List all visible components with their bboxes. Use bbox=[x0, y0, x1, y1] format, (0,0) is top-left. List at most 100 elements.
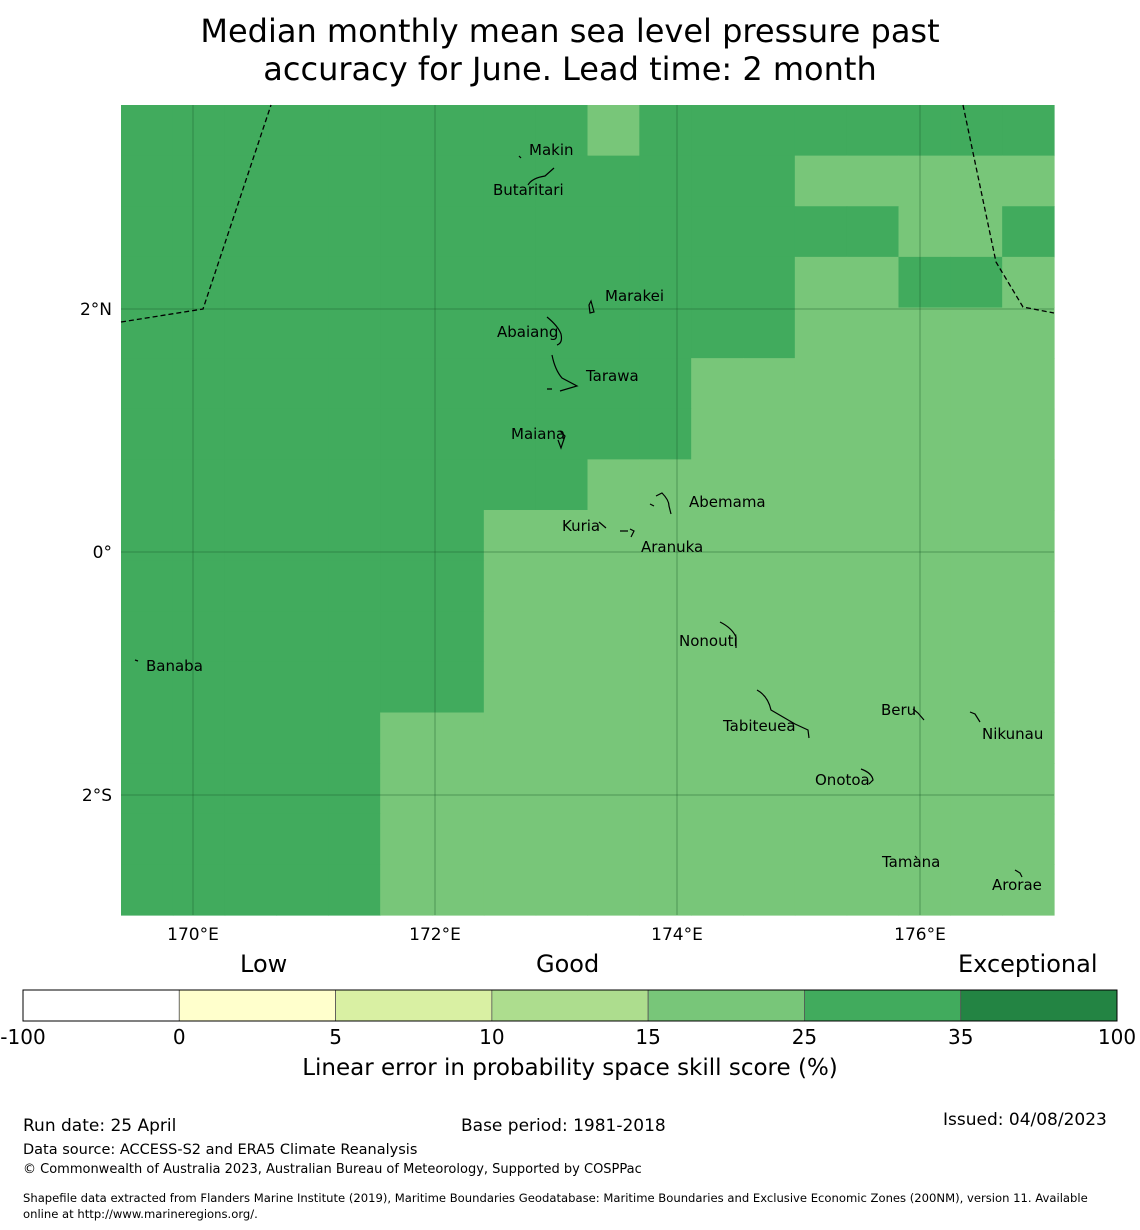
grid-cell bbox=[639, 763, 692, 815]
grid-cell bbox=[328, 712, 381, 764]
grid-cell bbox=[380, 256, 433, 309]
grid-cell bbox=[898, 256, 951, 309]
island-abemama-shape bbox=[649, 492, 672, 515]
grid-cell bbox=[846, 256, 900, 309]
grid-cell bbox=[483, 813, 537, 865]
colorbar-frame bbox=[22, 989, 1118, 1022]
grid-cell bbox=[898, 155, 951, 207]
grid-cell bbox=[432, 256, 485, 309]
grid-cell bbox=[846, 206, 900, 258]
grid-cell bbox=[172, 155, 226, 207]
grid-cell bbox=[328, 560, 381, 612]
grid-cell bbox=[898, 206, 951, 258]
island-kuria-shape bbox=[598, 521, 607, 529]
grid-cell bbox=[846, 813, 900, 865]
grid-cell bbox=[432, 611, 485, 663]
grid-cell bbox=[794, 661, 848, 714]
grid-cell bbox=[1002, 307, 1055, 359]
grid-cell bbox=[483, 560, 537, 612]
grid-cell bbox=[483, 763, 537, 815]
colorbar-bin bbox=[178, 989, 336, 1022]
grid-cell bbox=[1002, 459, 1055, 511]
grid-cell bbox=[898, 105, 951, 157]
island-marakei-shape bbox=[588, 299, 595, 314]
island-onotoa-shape bbox=[860, 768, 874, 785]
grid-cell bbox=[276, 206, 329, 258]
grid-cell bbox=[794, 763, 848, 815]
grid-cell bbox=[898, 408, 951, 460]
grid-cell bbox=[535, 408, 589, 460]
grid-cell bbox=[691, 459, 744, 511]
grid-cell bbox=[846, 560, 900, 612]
grid-cell bbox=[950, 661, 1003, 714]
grid-cell bbox=[587, 206, 640, 258]
grid-cell bbox=[121, 408, 174, 460]
grid-cell bbox=[743, 459, 796, 511]
grid-cell bbox=[846, 510, 900, 562]
colorbar-bin bbox=[22, 989, 180, 1022]
grid-cell bbox=[587, 105, 640, 157]
island-tamana-shape bbox=[914, 855, 918, 859]
grid-cell bbox=[172, 510, 226, 562]
grid-cell bbox=[639, 661, 692, 714]
grid-cell bbox=[432, 307, 485, 359]
eez-boundary-west bbox=[120, 104, 272, 323]
grid-cell bbox=[224, 307, 278, 359]
island-makin-shape bbox=[518, 155, 522, 159]
grid-cell bbox=[691, 358, 744, 410]
grid-cell bbox=[898, 459, 951, 511]
grid-cell bbox=[432, 459, 485, 511]
grid-cell bbox=[328, 206, 381, 258]
grid-cell bbox=[587, 763, 640, 815]
grid-cell bbox=[432, 864, 485, 916]
colorbar-tick-label: 10 bbox=[479, 1025, 504, 1049]
grid-cell bbox=[691, 763, 744, 815]
grid-cell bbox=[587, 661, 640, 714]
grid-cell bbox=[639, 864, 692, 916]
grid-cell bbox=[276, 712, 329, 764]
grid-cell bbox=[639, 510, 692, 562]
island-banaba-shape bbox=[134, 659, 139, 662]
grid-cell bbox=[328, 661, 381, 714]
grid-cell bbox=[639, 459, 692, 511]
grid-cell bbox=[639, 611, 692, 663]
grid-cell bbox=[172, 864, 226, 916]
grid-cell bbox=[743, 813, 796, 865]
grid-cell bbox=[898, 712, 951, 764]
grid-cell bbox=[535, 560, 589, 612]
grid-cell bbox=[587, 560, 640, 612]
lon-tick-172: 172°E bbox=[409, 925, 461, 945]
grid-cell bbox=[691, 510, 744, 562]
grid-cell bbox=[432, 661, 485, 714]
grid-cell bbox=[743, 611, 796, 663]
colorbar-bin bbox=[804, 989, 962, 1022]
grid-cell bbox=[432, 358, 485, 410]
grid-cell bbox=[794, 611, 848, 663]
grid-cell bbox=[432, 560, 485, 612]
grid-cell bbox=[639, 408, 692, 460]
grid-cell bbox=[483, 206, 537, 258]
grid-cell bbox=[846, 712, 900, 764]
grid-cell bbox=[483, 864, 537, 916]
colorbar-tick-label: 25 bbox=[792, 1025, 817, 1049]
island-maiana-shape bbox=[557, 430, 566, 450]
shapefile-credit-line-1: Shapefile data extracted from Flanders M… bbox=[23, 1191, 1088, 1205]
grid-cell bbox=[535, 763, 589, 815]
grid-cell bbox=[1002, 105, 1055, 157]
island-nonouti-shape bbox=[719, 621, 737, 648]
grid-cell bbox=[483, 408, 537, 460]
grid-cell bbox=[224, 763, 278, 815]
grid-cell bbox=[846, 864, 900, 916]
category-low: Low bbox=[240, 950, 288, 978]
grid-cell bbox=[276, 155, 329, 207]
grid-cell bbox=[950, 155, 1003, 207]
eez-boundary-east bbox=[962, 104, 1055, 314]
grid-cell bbox=[1002, 408, 1055, 460]
grid-cell bbox=[224, 510, 278, 562]
grid-cell bbox=[794, 358, 848, 410]
grid-cell bbox=[898, 611, 951, 663]
grid-cell bbox=[691, 408, 744, 460]
grid-cell bbox=[483, 256, 537, 309]
grid-cell bbox=[172, 763, 226, 815]
